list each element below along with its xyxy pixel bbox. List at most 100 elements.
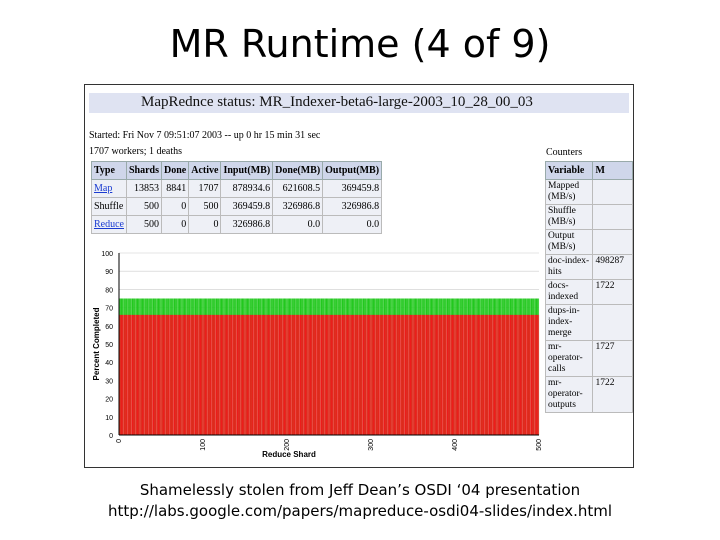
y-tick-label: 60 [105,324,113,331]
y-tick-label: 50 [105,342,113,349]
progress-bar [332,314,334,435]
progress-bar [129,314,131,435]
progress-bar [465,314,466,435]
progress-bar [374,314,376,435]
col-output: Output(MB) [322,161,383,180]
counter-row: dups-in-index-merge [544,304,633,341]
progress-bar [390,314,392,435]
progress-bar [148,314,150,435]
progress-bar [323,314,325,435]
progress-bar [441,314,443,435]
progress-bar [365,314,367,435]
counters-table: Variable M Mapped (MB/s) Shuffle (MB/s) … [544,161,633,413]
progress-bar [517,314,519,435]
started-info: Started: Fri Nov 7 09:51:07 2003 -- up 0… [89,130,321,141]
progress-bar [321,314,323,435]
col-value: M [592,161,633,180]
progress-bar [203,314,205,435]
progress-bar [456,314,458,435]
progress-bar [510,314,512,435]
progress-bar [397,314,399,435]
progress-bar [128,314,130,435]
progress-bar [529,314,531,435]
progress-bar [201,314,203,435]
table-cell: 621608.5 [272,179,324,198]
progress-bar [518,314,519,435]
progress-bar [362,314,364,435]
progress-bar [152,314,154,435]
progress-bar [334,314,336,435]
progress-bar [247,314,249,435]
counter-row: Shuffle (MB/s) [544,204,633,230]
progress-bar [262,314,264,435]
progress-bar [534,314,536,435]
progress-bar [419,314,421,435]
progress-bar [375,314,377,435]
reduce-link[interactable]: Reduce [94,219,124,230]
y-tick-label: 20 [105,397,113,404]
progress-bar [388,314,390,435]
progress-bar [503,314,505,435]
progress-bar [497,314,498,435]
progress-bar [365,314,367,435]
progress-bar [232,314,234,435]
progress-bar [314,314,316,435]
status-title: MapRednce status: MR_Indexer-beta6-large… [141,94,533,110]
progress-bar [428,314,430,435]
progress-bar [467,314,469,435]
progress-bar [371,314,373,435]
counter-name: doc-index-hits [544,254,594,280]
col-done: Done [161,161,190,180]
progress-bar [523,314,524,435]
progress-bar [356,314,358,435]
counter-name: dups-in-index-merge [544,304,594,341]
progress-bar [218,314,220,435]
progress-bar [446,314,448,435]
progress-bar [389,314,391,435]
progress-bar [376,314,377,435]
progress-bar [360,314,362,435]
progress-bar [505,314,507,435]
x-tick-label: 0 [116,439,123,443]
progress-bar [502,314,503,435]
caption-line-1: Shamelessly stolen from Jeff Dean’s OSDI… [139,481,581,499]
jobs-header-row: Type Shards Done Active Input(MB) Done(M… [91,161,383,180]
progress-bar [473,314,475,435]
progress-bar [153,314,155,435]
progress-bar [368,314,370,435]
x-tick-label: 100 [200,439,207,451]
progress-bar [150,314,152,435]
progress-bar [264,314,266,435]
counter-value [592,179,633,205]
counter-name: Shuffle (MB/s) [544,204,594,230]
progress-bar [434,314,436,435]
progress-bar [425,314,427,435]
progress-bar [497,314,499,435]
progress-bar [342,314,344,435]
progress-bar [493,314,495,435]
progress-bar [250,314,252,435]
progress-bar [276,314,277,435]
progress-bar [532,314,534,435]
progress-bar [384,314,386,435]
progress-bar [282,314,284,435]
progress-bar [350,314,351,435]
x-tick-label: 300 [368,439,375,451]
progress-bar [530,314,532,435]
progress-bar [306,314,308,435]
progress-bar [239,314,241,435]
progress-bar [460,314,461,435]
progress-bar [394,314,396,435]
progress-bar [427,314,429,435]
progress-bar [159,314,161,435]
progress-bar [156,314,158,435]
col-shards: Shards [125,161,163,180]
progress-bar [402,314,404,435]
progress-bar [315,314,317,435]
map-link[interactable]: Map [94,183,113,194]
progress-bar [308,314,310,435]
progress-bar [119,314,121,435]
progress-bar [447,314,449,435]
counters-header-row: Variable M [544,161,633,180]
progress-bar [142,314,144,435]
